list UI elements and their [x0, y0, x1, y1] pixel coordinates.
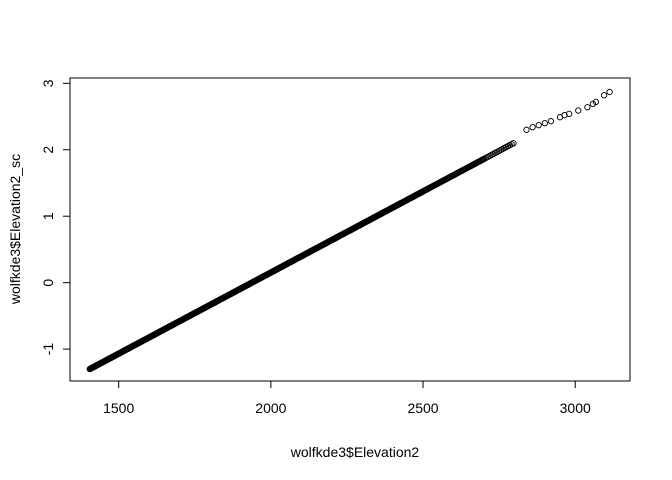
data-point — [565, 110, 573, 118]
data-point — [535, 122, 542, 129]
x-axis: 1500 2000 2500 3000 — [103, 380, 591, 416]
data-point — [510, 140, 517, 147]
data-point — [592, 98, 600, 106]
y-axis-title: wolfkde3$Elevation2_sc — [7, 154, 23, 305]
data-point — [575, 107, 582, 114]
data-point — [541, 120, 548, 127]
x-tick-label: 2500 — [407, 400, 438, 416]
data-point — [529, 124, 536, 131]
x-tick-label: 2000 — [255, 400, 286, 416]
data-point — [561, 112, 568, 119]
data-point — [523, 126, 530, 133]
data-point — [606, 88, 613, 96]
y-axis: -1 0 1 2 3 — [40, 79, 71, 356]
y-tick-label: 2 — [40, 146, 56, 154]
x-axis-title: wolfkde3$Elevation2 — [290, 444, 420, 460]
y-tick-label: -1 — [40, 343, 56, 356]
data-point — [547, 118, 555, 125]
y-tick-label: 0 — [40, 279, 56, 287]
data-point — [600, 92, 608, 99]
data-point — [584, 104, 591, 111]
y-tick-label: 3 — [40, 79, 56, 87]
data-points — [86, 88, 613, 373]
x-tick-label: 1500 — [103, 400, 134, 416]
x-tick-label: 3000 — [560, 400, 591, 416]
y-tick-label: 1 — [40, 212, 56, 220]
